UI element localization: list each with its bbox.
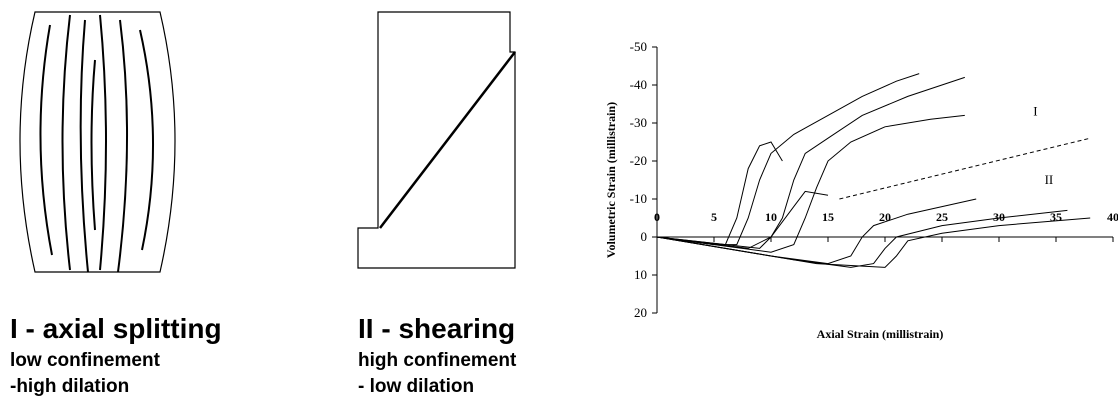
x-axis-title: Axial Strain (millistrain)	[817, 327, 944, 341]
y-tick-label: -20	[630, 153, 647, 168]
caption-title: II - shearing	[358, 313, 515, 344]
caption-line: low confinement	[10, 350, 161, 371]
curve	[656, 209, 1068, 268]
curve	[656, 76, 965, 249]
curve	[656, 198, 977, 265]
splitting-diagram	[19, 11, 176, 273]
caption-title: I - axial splitting	[10, 313, 222, 344]
caption-line: - low dilation	[358, 376, 474, 397]
y-tick-label: -30	[630, 115, 647, 130]
x-tick-label: 25	[936, 210, 948, 224]
curve	[656, 217, 1091, 268]
y-tick-label: -10	[630, 191, 647, 206]
curve	[656, 114, 965, 253]
annotation: II	[1045, 172, 1054, 187]
x-tick-label: 0	[654, 210, 660, 224]
caption-line: -high dilation	[10, 376, 129, 397]
y-axis-title: Volumetric Strain (millistrain)	[604, 102, 618, 258]
y-tick-label: -50	[630, 39, 647, 54]
y-tick-label: 20	[634, 305, 647, 320]
curve	[656, 141, 783, 246]
y-tick-label: 10	[634, 267, 647, 282]
x-tick-label: 40	[1107, 210, 1118, 224]
y-tick-label: 0	[641, 229, 648, 244]
curve	[656, 190, 829, 249]
curve	[839, 137, 1091, 200]
x-tick-label: 15	[822, 210, 834, 224]
shearing-diagram	[357, 11, 516, 269]
x-tick-label: 30	[993, 210, 1005, 224]
y-tick-label: -40	[630, 77, 647, 92]
caption-line: high confinement	[358, 350, 517, 371]
x-tick-label: 10	[765, 210, 777, 224]
annotation: I	[1033, 103, 1037, 118]
x-tick-label: 5	[711, 210, 717, 224]
